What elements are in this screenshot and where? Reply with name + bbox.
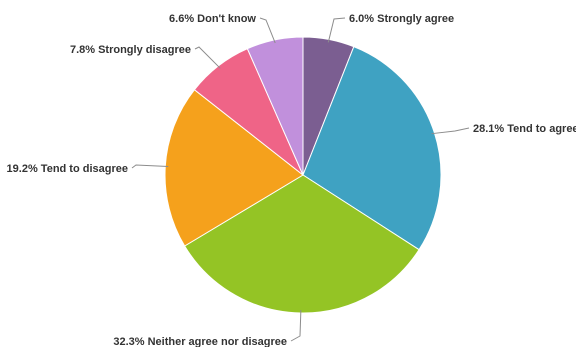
slice-label-tend-to-disagree: 19.2% Tend to disagree [7,163,128,175]
leader-line-strongly-agree [327,17,346,43]
slice-label-don-t-know: 6.6% Don't know [169,13,256,25]
slice-label-strongly-disagree: 7.8% Strongly disagree [70,44,191,56]
leader-line-neither-agree-nor-disagree [290,309,302,342]
leader-line-tend-to-disagree [131,164,169,169]
leader-line-tend-to-agree [431,127,470,135]
pie-slice-tend-to-agree [302,46,442,251]
pie-slice-don-t-know [246,36,304,176]
slice-label-neither-agree-nor-disagree: 32.3% Neither agree nor disagree [113,336,287,347]
slice-label-strongly-agree: 6.0% Strongly agree [349,13,454,25]
slice-label-tend-to-agree: 28.1% Tend to agree [473,123,576,135]
leader-line-strongly-disagree [194,46,221,69]
leader-line-don-t-know [259,17,276,44]
